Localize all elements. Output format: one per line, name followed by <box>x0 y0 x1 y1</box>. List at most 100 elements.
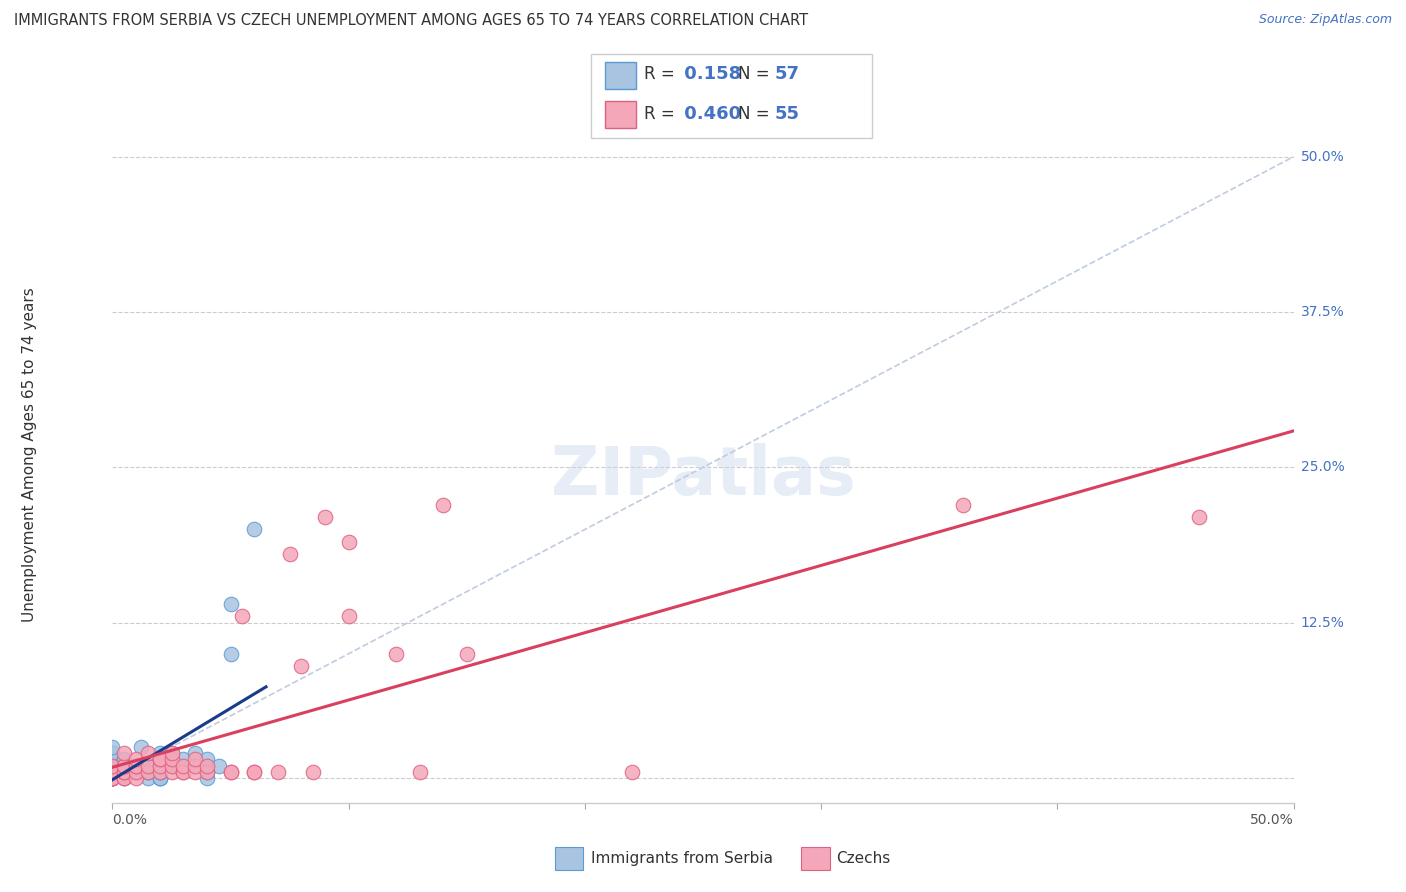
Point <box>302 764 325 779</box>
Point <box>195 758 218 772</box>
Point <box>160 752 183 766</box>
Point <box>136 771 159 785</box>
Point <box>208 758 231 772</box>
Point <box>101 758 124 772</box>
Text: 0.0%: 0.0% <box>112 813 148 827</box>
Point <box>337 534 360 549</box>
Text: 57: 57 <box>775 65 800 83</box>
Point <box>101 758 124 772</box>
Point <box>149 771 172 785</box>
Text: 55: 55 <box>775 105 800 123</box>
Point <box>112 758 135 772</box>
Point <box>125 764 148 779</box>
Point <box>149 758 172 772</box>
Point <box>149 771 172 785</box>
Point <box>112 764 135 779</box>
Point <box>136 758 159 772</box>
Point <box>160 746 183 760</box>
Point <box>149 764 172 779</box>
Point <box>129 739 152 754</box>
Point <box>172 752 194 766</box>
Point <box>314 510 336 524</box>
Point <box>101 771 124 785</box>
Point <box>149 752 172 766</box>
Point <box>149 758 172 772</box>
Point <box>101 758 124 772</box>
Point <box>149 746 172 760</box>
Point <box>172 758 194 772</box>
Point <box>172 764 194 779</box>
Point <box>125 771 148 785</box>
Point <box>337 609 360 624</box>
Point <box>101 764 124 779</box>
Text: 12.5%: 12.5% <box>1301 615 1344 630</box>
Point <box>385 647 408 661</box>
Point <box>172 764 194 779</box>
Point <box>101 764 124 779</box>
Point <box>621 764 644 779</box>
Point <box>160 758 183 772</box>
Text: Source: ZipAtlas.com: Source: ZipAtlas.com <box>1258 13 1392 27</box>
Point <box>243 764 266 779</box>
Point <box>160 758 183 772</box>
Text: N =: N = <box>738 65 775 83</box>
Point <box>112 771 135 785</box>
Point <box>195 764 218 779</box>
Point <box>456 647 478 661</box>
Point <box>112 764 135 779</box>
Point <box>112 771 135 785</box>
Point <box>101 764 124 779</box>
Point <box>952 498 974 512</box>
Text: Immigrants from Serbia: Immigrants from Serbia <box>591 852 772 866</box>
Point <box>136 758 159 772</box>
Point <box>101 771 124 785</box>
Point <box>243 523 266 537</box>
Point <box>149 764 172 779</box>
Point <box>101 739 124 754</box>
Point <box>125 758 148 772</box>
Text: 50.0%: 50.0% <box>1250 813 1294 827</box>
Point <box>149 752 172 766</box>
Point <box>278 547 301 561</box>
Point <box>101 752 124 766</box>
Point <box>231 609 253 624</box>
Point <box>136 746 159 760</box>
Point <box>125 764 148 779</box>
Point <box>112 758 135 772</box>
Point <box>101 771 124 785</box>
Point <box>149 764 172 779</box>
Point <box>195 752 218 766</box>
Text: 25.0%: 25.0% <box>1301 460 1344 475</box>
Text: 0.158: 0.158 <box>678 65 741 83</box>
Point <box>149 771 172 785</box>
Point <box>112 746 135 760</box>
Point <box>112 764 135 779</box>
Point <box>243 764 266 779</box>
Point <box>101 746 124 760</box>
Point <box>219 597 242 611</box>
Text: 0.460: 0.460 <box>678 105 741 123</box>
Point <box>172 758 194 772</box>
Point <box>112 771 135 785</box>
Point <box>101 752 124 766</box>
Text: ZIPatlas: ZIPatlas <box>551 442 855 508</box>
Text: R =: R = <box>644 65 681 83</box>
Point <box>125 764 148 779</box>
Point <box>219 647 242 661</box>
Point <box>195 771 218 785</box>
Text: R =: R = <box>644 105 681 123</box>
Point <box>125 758 148 772</box>
Point <box>408 764 430 779</box>
Text: IMMIGRANTS FROM SERBIA VS CZECH UNEMPLOYMENT AMONG AGES 65 TO 74 YEARS CORRELATI: IMMIGRANTS FROM SERBIA VS CZECH UNEMPLOY… <box>14 13 808 29</box>
Point <box>101 764 124 779</box>
Point <box>432 498 454 512</box>
Text: 37.5%: 37.5% <box>1301 305 1344 319</box>
Point <box>101 746 124 760</box>
Point <box>101 771 124 785</box>
Point <box>101 771 124 785</box>
Point <box>101 771 124 785</box>
Point <box>160 746 183 760</box>
Point <box>1188 510 1211 524</box>
Point <box>136 764 159 779</box>
Point <box>184 746 207 760</box>
